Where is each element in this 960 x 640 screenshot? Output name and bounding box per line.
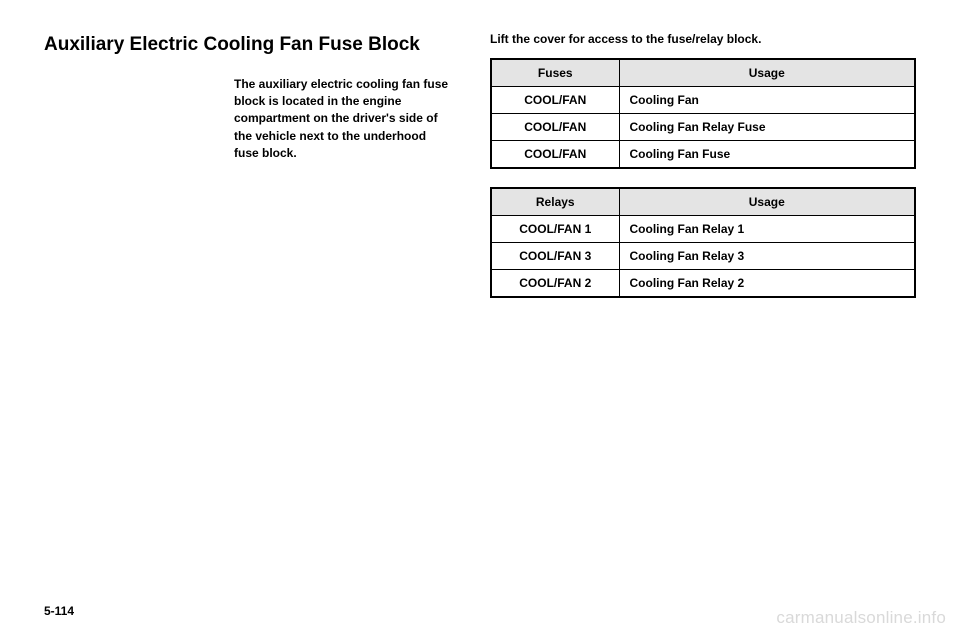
section-title: Auxiliary Electric Cooling Fan Fuse Bloc… [44,32,454,58]
relays-header-col2: Usage [619,188,915,216]
relays-table: Relays Usage COOL/FAN 1 Cooling Fan Rela… [490,187,916,298]
cell: COOL/FAN 2 [491,270,619,298]
cell: Cooling Fan Fuse [619,141,915,169]
cover-caption: Lift the cover for access to the fuse/re… [490,32,916,46]
cell: COOL/FAN [491,141,619,169]
cell: Cooling Fan Relay 1 [619,216,915,243]
cell: Cooling Fan Relay 3 [619,243,915,270]
cell: COOL/FAN 1 [491,216,619,243]
cell: Cooling Fan Relay Fuse [619,114,915,141]
table-row: COOL/FAN Cooling Fan Fuse [491,141,915,169]
fuses-header-col1: Fuses [491,59,619,87]
page-number: 5-114 [44,604,74,618]
fuses-table: Fuses Usage COOL/FAN Cooling Fan COOL/FA… [490,58,916,169]
table-header-row: Relays Usage [491,188,915,216]
cell: Cooling Fan Relay 2 [619,270,915,298]
cell: COOL/FAN [491,114,619,141]
table-row: COOL/FAN 3 Cooling Fan Relay 3 [491,243,915,270]
table-row: COOL/FAN 1 Cooling Fan Relay 1 [491,216,915,243]
table-row: COOL/FAN Cooling Fan [491,87,915,114]
table-header-row: Fuses Usage [491,59,915,87]
image-placeholder [44,76,234,163]
table-row: COOL/FAN Cooling Fan Relay Fuse [491,114,915,141]
table-row: COOL/FAN 2 Cooling Fan Relay 2 [491,270,915,298]
intro-paragraph: The auxiliary electric cooling fan fuse … [234,76,454,163]
fuses-header-col2: Usage [619,59,915,87]
cell: COOL/FAN 3 [491,243,619,270]
relays-header-col1: Relays [491,188,619,216]
watermark: carmanualsonline.info [776,608,946,628]
cell: COOL/FAN [491,87,619,114]
cell: Cooling Fan [619,87,915,114]
